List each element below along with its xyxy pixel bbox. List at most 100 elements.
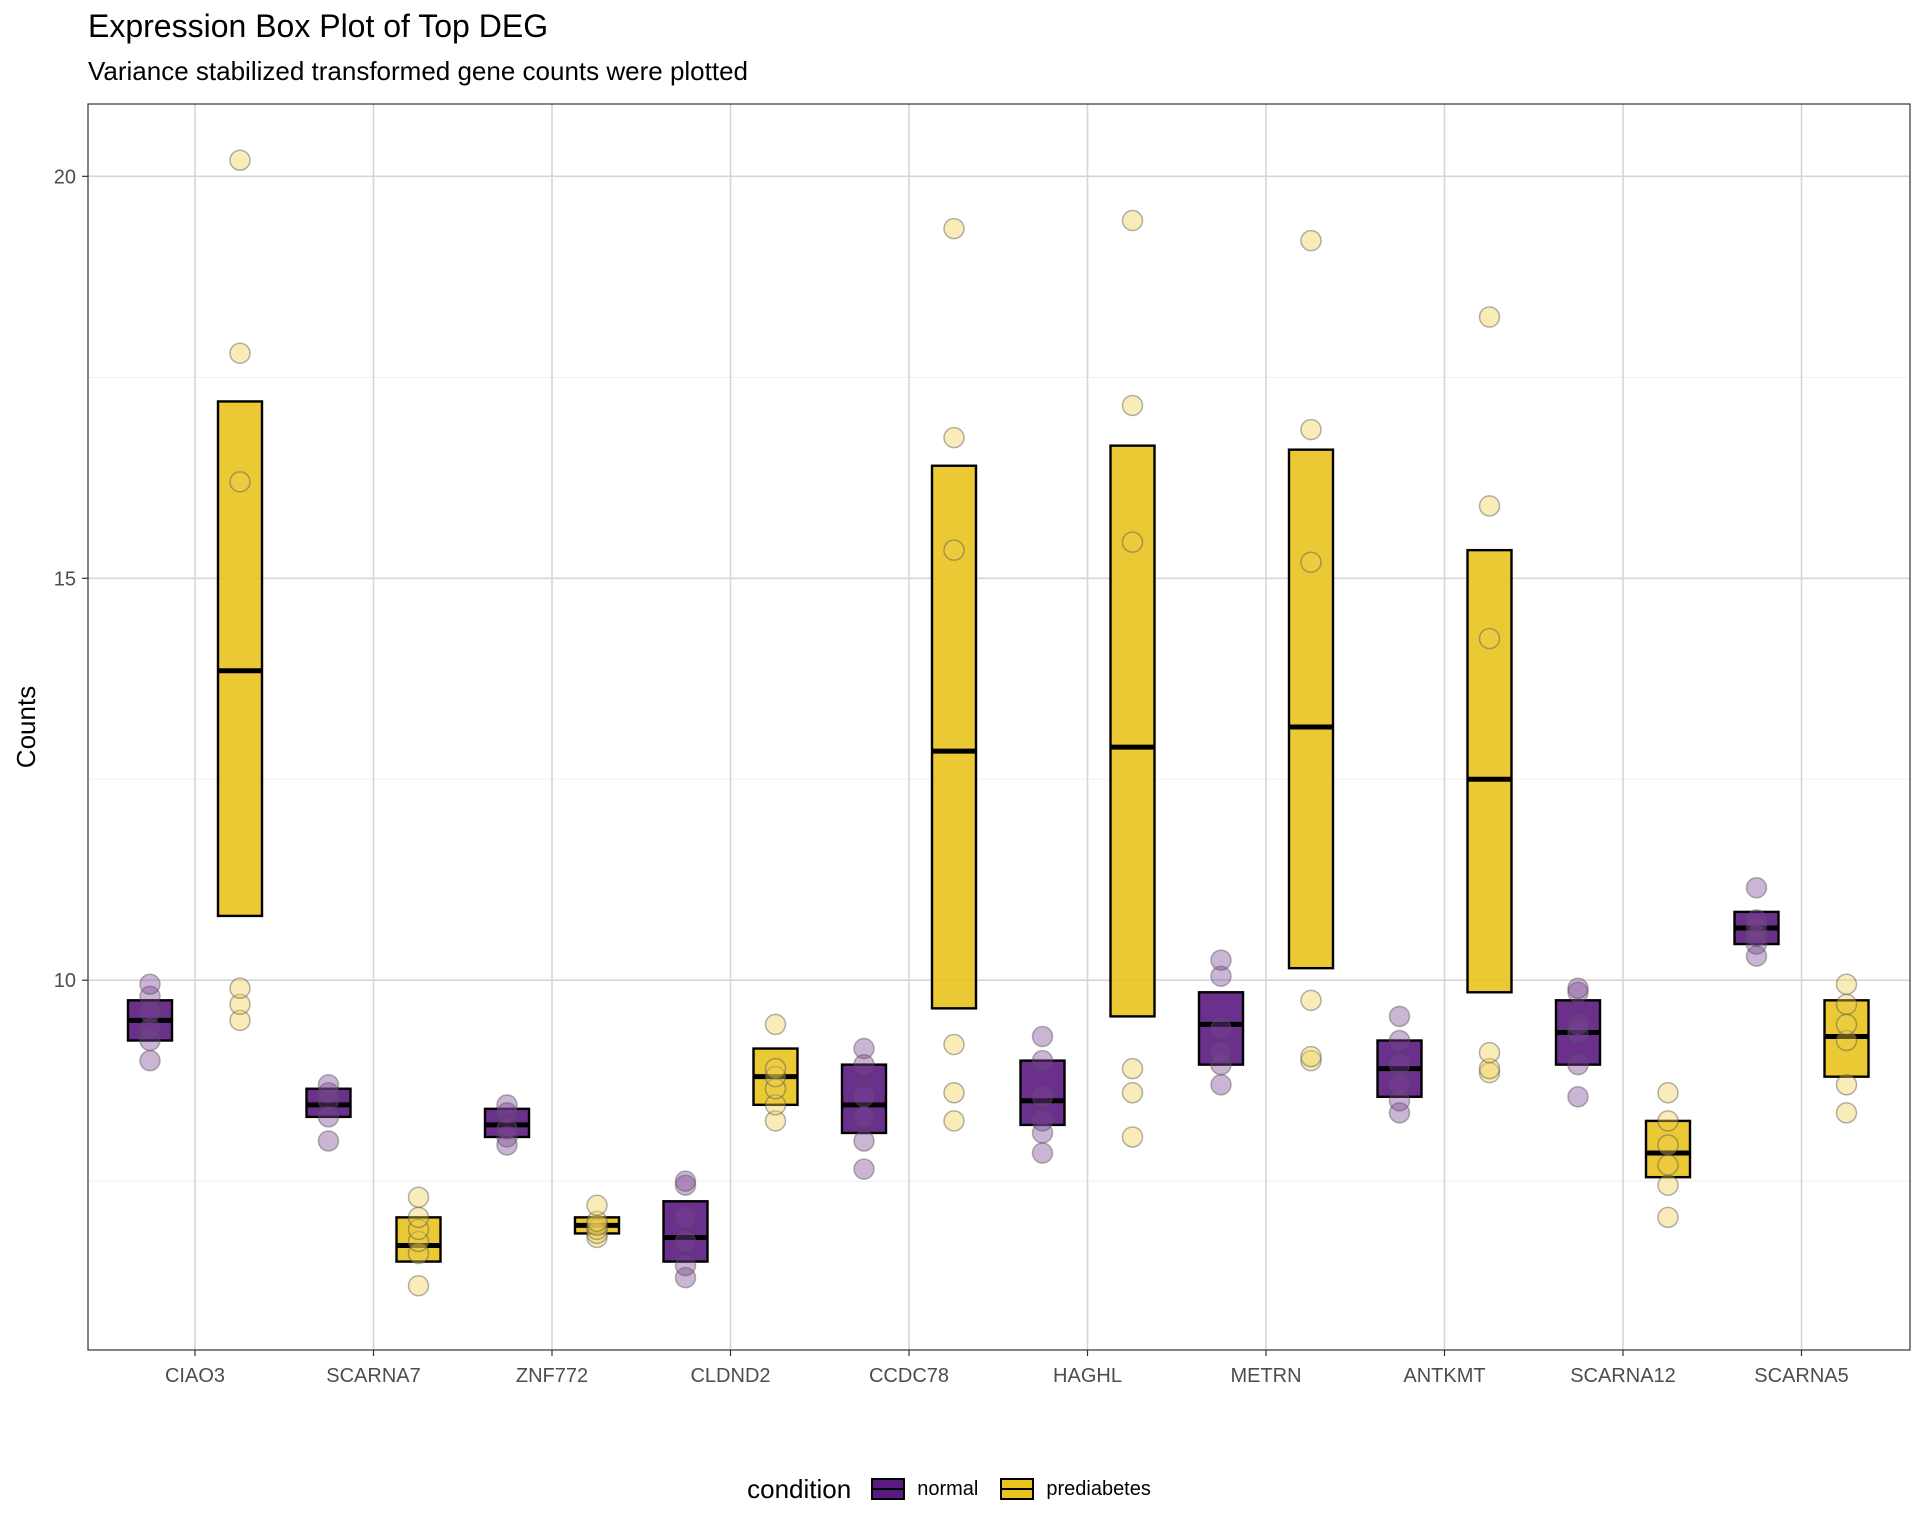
point-normal-CCDC78 [853, 1106, 875, 1128]
point-prediabetes-SCARNA5 [1835, 1013, 1858, 1036]
x-tick-label: METRN [1230, 1365, 1301, 1387]
point-prediabetes-METRN [1300, 229, 1322, 252]
box-normal-CCDC78 [840, 1063, 888, 1135]
point-normal-SCARNA12 [1567, 1053, 1589, 1076]
x-tick-label: ZNF772 [516, 1365, 588, 1387]
point-prediabetes-SCARNA5 [1835, 1073, 1858, 1096]
point-prediabetes-CLDND2 [764, 1110, 787, 1132]
point-prediabetes-SCARNA12 [1657, 1134, 1679, 1156]
x-axis-ticks: CIAO3 SCARNA7 ZNF772 CLDND2 CCDC78 HAGHL METRN… [165, 1350, 1849, 1387]
point-normal-CLDND2 [674, 1206, 697, 1229]
point-prediabetes-CIAO3 [229, 471, 251, 493]
point-normal-CCDC78 [853, 1053, 875, 1076]
point-normal-CCDC78 [853, 1130, 875, 1152]
point-prediabetes-SCARNA12 [1657, 1110, 1679, 1132]
point-normal-SCARNA5 [1745, 945, 1768, 967]
point-normal-CCDC78 [853, 1037, 875, 1060]
point-normal-SCARNA7 [317, 1082, 340, 1104]
point-normal-CLDND2 [674, 1230, 697, 1253]
chart-subtitle: Variance stabilized transformed gene cou… [88, 56, 749, 86]
x-tick-label: ANTKMT [1403, 1365, 1485, 1387]
point-prediabetes-CIAO3 [229, 993, 251, 1016]
point-prediabetes-SCARNA7 [407, 1242, 430, 1265]
legend-label-prediabetes: prediabetes [1046, 1477, 1151, 1500]
point-prediabetes-METRN [1300, 989, 1322, 1012]
box-normal-CLDND2 [662, 1200, 709, 1263]
point-normal-METRN [1210, 1053, 1232, 1076]
point-normal-HAGHL [1031, 1122, 1054, 1144]
point-prediabetes-ANTKMT [1478, 495, 1501, 517]
point-prediabetes-SCARNA5 [1835, 1029, 1858, 1052]
point-normal-ANTKMT [1388, 1073, 1411, 1096]
point-normal-SCARNA12 [1567, 1013, 1589, 1036]
point-normal-HAGHL [1031, 1110, 1054, 1132]
point-prediabetes-HAGHL [1121, 1082, 1144, 1104]
point-prediabetes-CCDC78 [943, 217, 965, 240]
x-tick-label: CIAO3 [165, 1365, 225, 1387]
point-normal-HAGHL [1031, 1142, 1054, 1164]
point-prediabetes-CCDC78 [943, 1110, 965, 1132]
point-prediabetes-CCDC78 [943, 539, 965, 561]
point-normal-CLDND2 [674, 1174, 697, 1196]
box-prediabetes-SCARNA7 [395, 1216, 442, 1263]
box-normal-HAGHL [1019, 1059, 1066, 1127]
box-normal-METRN [1197, 991, 1245, 1066]
point-normal-SCARNA12 [1567, 1021, 1589, 1044]
point-prediabetes-ZNF772 [586, 1222, 608, 1245]
point-normal-METRN [1210, 1041, 1232, 1064]
point-normal-SCARNA7 [317, 1130, 340, 1152]
point-prediabetes-ANTKMT [1478, 627, 1501, 650]
box-prediabetes-CCDC78 [930, 464, 978, 1010]
point-normal-CLDND2 [674, 1254, 697, 1277]
point-normal-CIAO3 [139, 1001, 161, 1024]
point-prediabetes-CCDC78 [943, 1033, 965, 1056]
point-normal-HAGHL [1031, 1049, 1054, 1072]
point-normal-SCARNA5 [1745, 925, 1768, 947]
point-normal-SCARNA7 [317, 1106, 340, 1128]
x-tick-label: SCARNA12 [1570, 1365, 1676, 1387]
point-prediabetes-SCARNA7 [407, 1230, 430, 1253]
point-prediabetes-CLDND2 [764, 1065, 787, 1088]
point-normal-ZNF772 [496, 1134, 518, 1156]
point-normal-CIAO3 [139, 985, 161, 1008]
box-layer [126, 400, 1870, 1263]
point-prediabetes-HAGHL [1121, 531, 1144, 553]
point-normal-METRN [1210, 1017, 1232, 1040]
point-prediabetes-METRN [1300, 418, 1322, 441]
point-prediabetes-SCARNA12 [1657, 1206, 1679, 1229]
point-normal-HAGHL [1031, 1086, 1054, 1108]
point-prediabetes-SCARNA5 [1835, 973, 1858, 995]
point-prediabetes-METRN [1300, 1049, 1322, 1072]
point-prediabetes-METRN [1300, 1045, 1322, 1068]
point-normal-ANTKMT [1388, 1090, 1411, 1112]
x-tick-label: SCARNA5 [1754, 1365, 1848, 1387]
point-prediabetes-CLDND2 [764, 1013, 787, 1036]
point-normal-ANTKMT [1388, 1005, 1411, 1028]
point-normal-SCARNA12 [1567, 981, 1589, 1004]
legend-item-normal: normal [871, 1478, 978, 1501]
box-prediabetes-CIAO3 [216, 400, 264, 918]
point-prediabetes-ZNF772 [586, 1214, 608, 1237]
x-tick-label: CCDC78 [869, 1365, 949, 1387]
box-prediabetes-METRN [1287, 448, 1335, 970]
point-normal-METRN [1210, 949, 1232, 971]
point-normal-HAGHL [1031, 1025, 1054, 1048]
point-prediabetes-ZNF772 [586, 1218, 608, 1241]
point-normal-CCDC78 [853, 1158, 875, 1180]
y-axis-title: Counts [11, 686, 41, 768]
point-prediabetes-SCARNA7 [407, 1274, 430, 1297]
box-prediabetes-HAGHL [1109, 444, 1156, 1018]
point-prediabetes-CIAO3 [229, 1009, 251, 1032]
point-prediabetes-CIAO3 [229, 977, 251, 1000]
point-prediabetes-ANTKMT [1478, 1041, 1501, 1064]
point-prediabetes-SCARNA7 [407, 1218, 430, 1241]
point-normal-ANTKMT [1388, 1029, 1411, 1052]
legend-key-normal [871, 1478, 906, 1500]
point-prediabetes-SCARNA12 [1657, 1174, 1679, 1196]
point-normal-CIAO3 [139, 1029, 161, 1052]
legend-item-prediabetes: prediabetes [1000, 1478, 1151, 1501]
point-normal-ZNF772 [496, 1094, 518, 1116]
point-prediabetes-ANTKMT [1478, 1061, 1501, 1084]
point-normal-SCARNA12 [1567, 977, 1589, 1000]
point-normal-SCARNA5 [1745, 933, 1768, 955]
